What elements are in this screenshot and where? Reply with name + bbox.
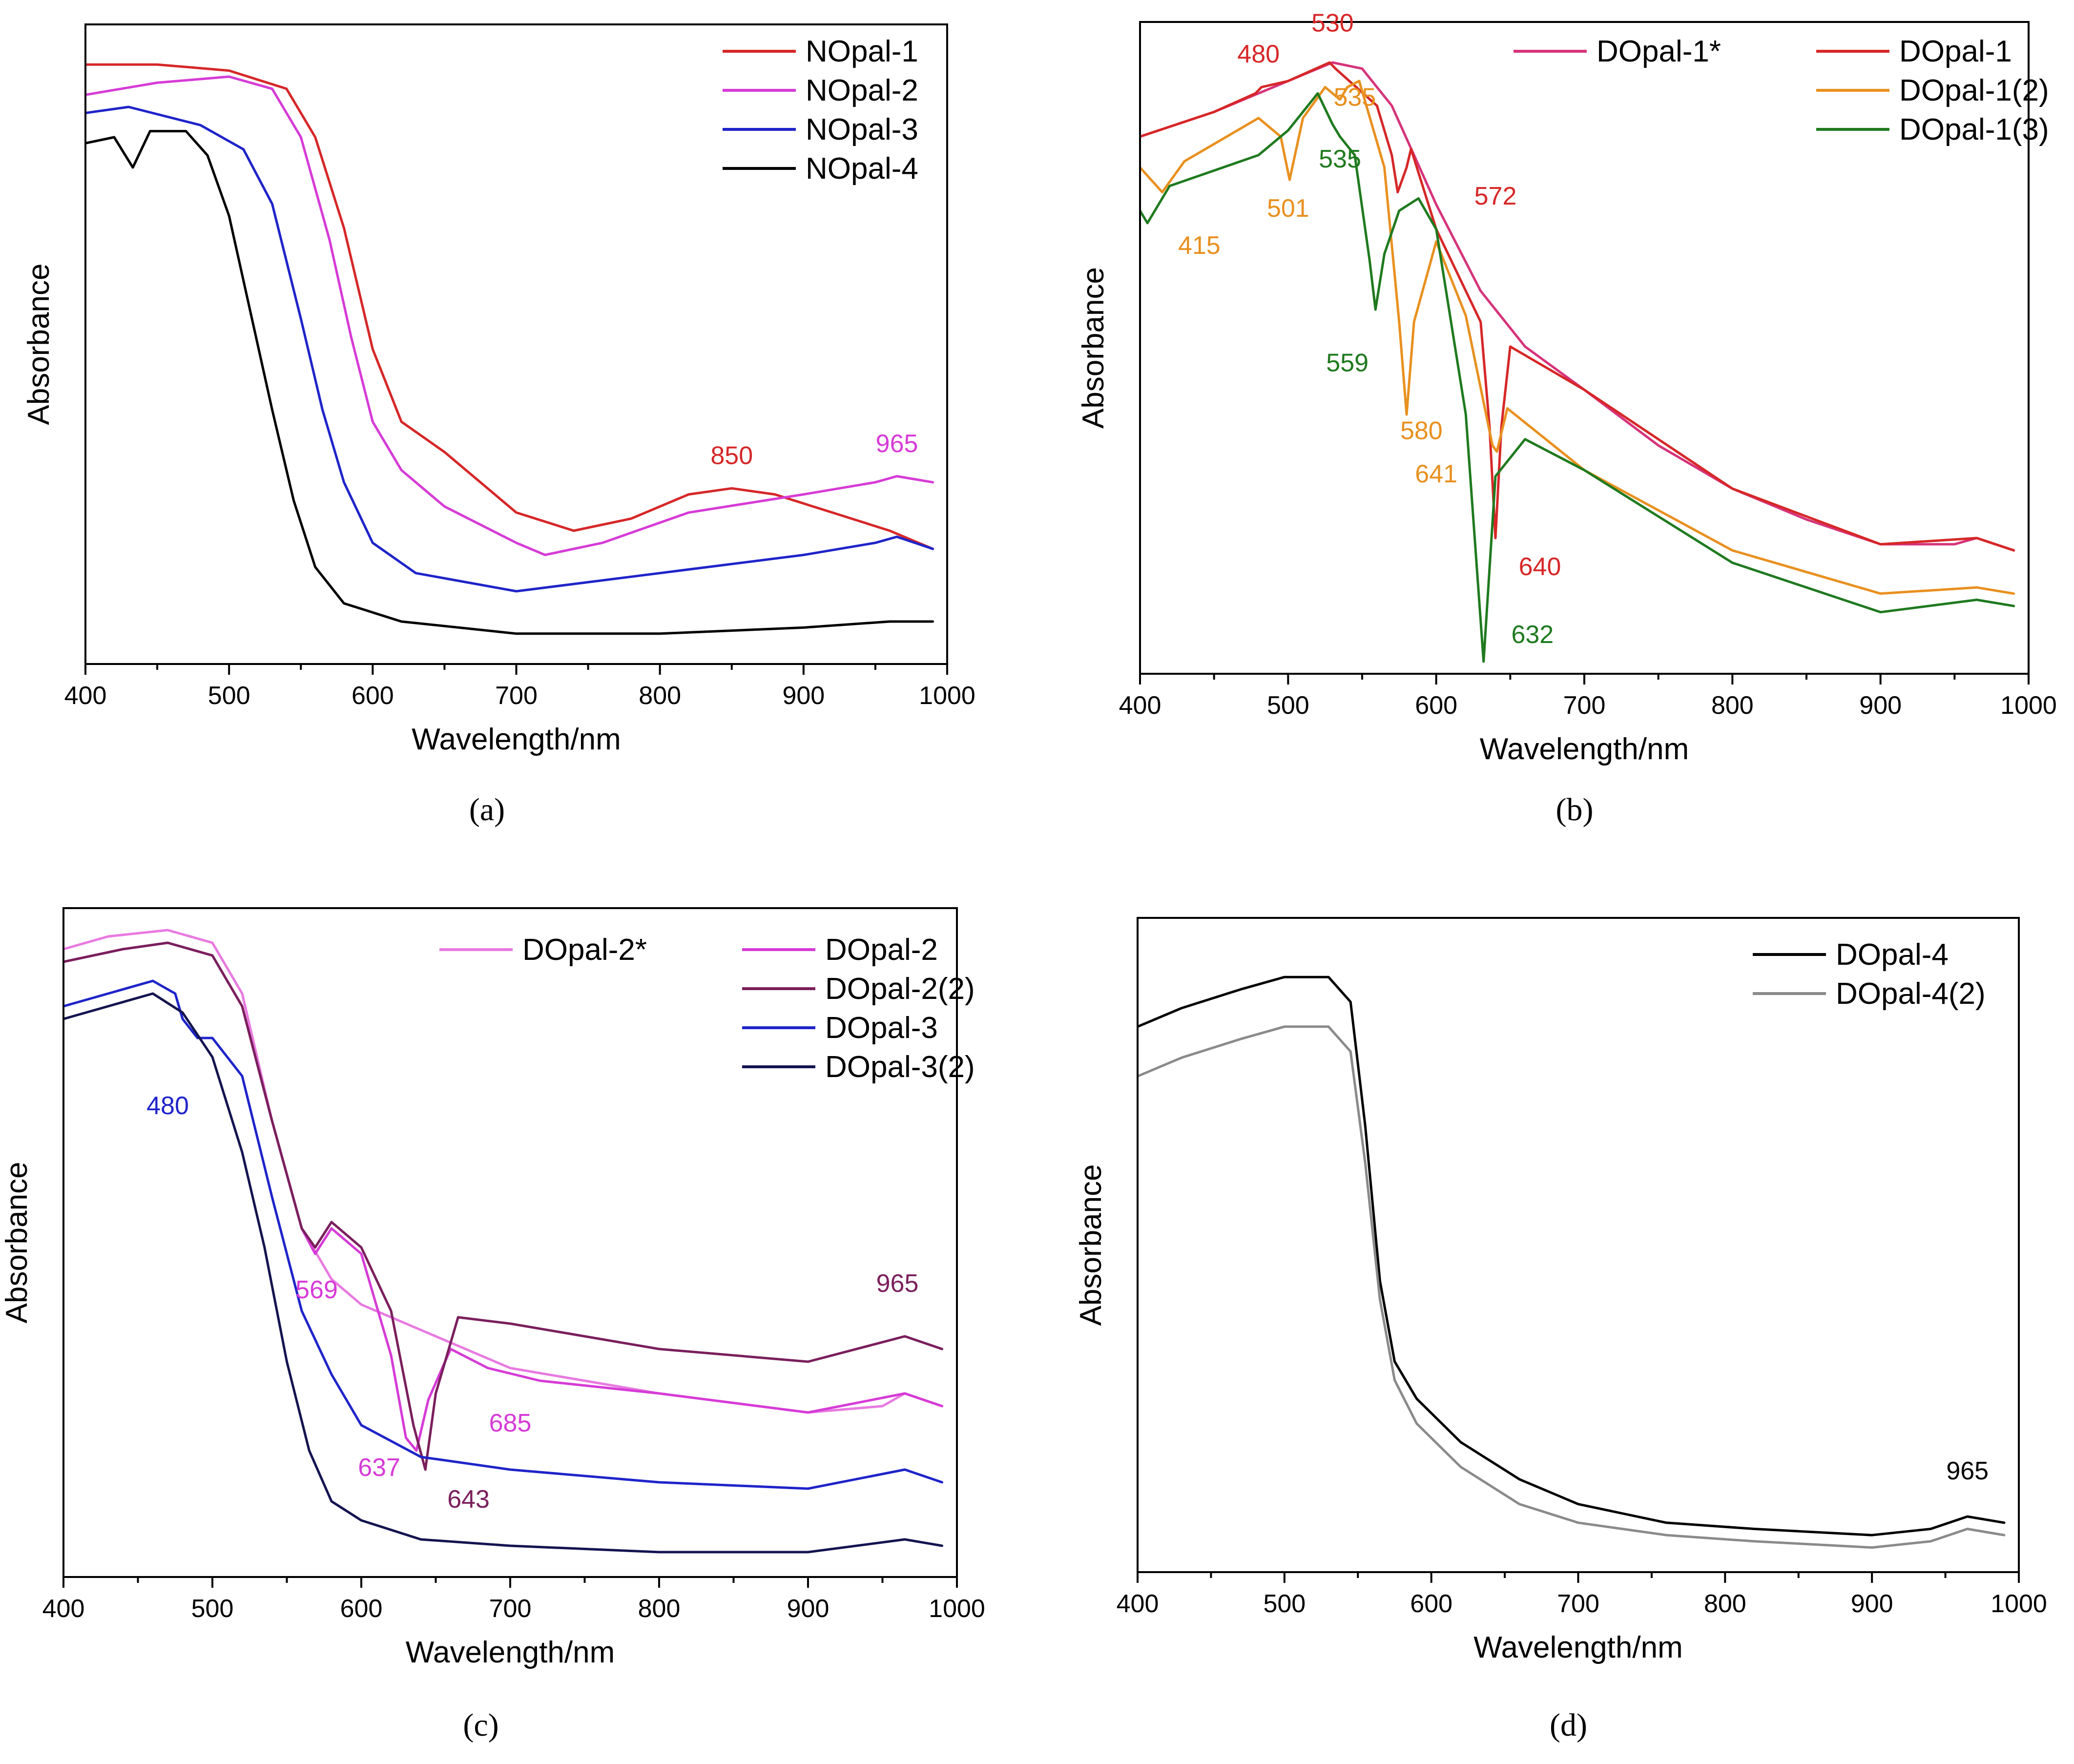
x-tick-label: 900	[1859, 691, 1902, 720]
legend-entry: DOpal-2(2)	[825, 972, 975, 1006]
x-tick-label: 600	[1410, 1590, 1452, 1618]
series-line-NOpal-4	[86, 130, 934, 635]
annotation-label: 535	[1333, 83, 1376, 112]
panel-label: (a)	[469, 792, 505, 828]
legend-entry: DOpal-2	[825, 933, 938, 967]
x-axis-title: Wavelength/nm	[406, 1636, 615, 1669]
x-tick-label: 1000	[1991, 1590, 2047, 1618]
legend-entry: DOpal-1*	[1597, 35, 1721, 68]
annotation-label: 480	[1237, 40, 1280, 68]
x-tick-label: 800	[1704, 1590, 1746, 1618]
chart-panel-0: 400 500 600 700 800 900 1000 Wavelength/nm Absor…	[22, 23, 975, 828]
x-tick-label: 700	[1563, 691, 1606, 720]
legend-entry: DOpal-2*	[522, 933, 647, 967]
plot-frame	[62, 907, 958, 1578]
legend-entry: NOpal-3	[806, 113, 918, 146]
annotation-label: 580	[1400, 417, 1443, 445]
x-tick-label: 800	[638, 1595, 681, 1623]
series-line-DOpal-4	[1139, 975, 2006, 1536]
series-line-DOpal-2(2)	[64, 941, 943, 1471]
chart-panel-3: 400 500 600 700 800 900 1000 Wavelength/nm Absor…	[1074, 917, 2047, 1743]
x-tick-label: 500	[191, 1595, 234, 1623]
annotation-label: 501	[1267, 194, 1309, 223]
x-tick-label: 800	[639, 682, 681, 710]
annotation-label: 965	[1946, 1457, 1989, 1485]
x-tick-label: 1000	[2000, 691, 2057, 720]
annotation-label: 640	[1519, 553, 1561, 581]
series-line-DOpal-2	[64, 941, 943, 1452]
series-line-NOpal-3	[86, 105, 934, 593]
x-tick-label: 500	[1267, 691, 1309, 720]
legend-entry: NOpal-2	[806, 74, 918, 107]
annotation-label: 643	[447, 1485, 490, 1514]
series-line-DOpal-1(3)	[1141, 92, 2015, 663]
annotation-label: 480	[146, 1092, 189, 1120]
y-axis-title: Absorbance	[1074, 1164, 1108, 1326]
x-tick-label: 700	[1557, 1590, 1599, 1618]
annotation-label: 572	[1474, 182, 1517, 210]
legend-entry: DOpal-1(2)	[1899, 74, 2049, 107]
annotation-label: 559	[1326, 349, 1369, 377]
x-tick-label: 500	[1263, 1590, 1306, 1618]
series-line-NOpal-2	[86, 75, 934, 557]
annotation-label: 415	[1178, 231, 1221, 260]
legend-entry: NOpal-1	[806, 35, 918, 68]
legend-entry: DOpal-4	[1836, 938, 1949, 972]
x-axis-title: Wavelength/nm	[1480, 732, 1689, 766]
y-axis-title: Absorbance	[0, 1162, 34, 1324]
legend-entry: DOpal-1(3)	[1899, 113, 2049, 146]
series-line-DOpal-3	[64, 979, 943, 1490]
x-tick-label: 400	[1119, 691, 1161, 720]
x-tick-label: 900	[782, 682, 825, 710]
x-tick-label: 900	[1851, 1590, 1893, 1618]
x-tick-label: 700	[495, 682, 538, 710]
x-tick-label: 400	[1117, 1590, 1159, 1618]
x-tick-label: 400	[64, 682, 107, 710]
y-axis-title: Absorbance	[22, 264, 56, 425]
legend-entry: DOpal-3	[825, 1011, 938, 1045]
plot-frame	[1137, 917, 2020, 1573]
x-tick-label: 600	[340, 1595, 383, 1623]
x-tick-label: 1000	[919, 682, 975, 710]
annotation-label: 850	[710, 442, 753, 470]
x-tick-label: 1000	[929, 1595, 985, 1623]
annotation-label: 965	[876, 1269, 919, 1298]
x-tick-label: 900	[787, 1595, 830, 1623]
x-tick-label: 500	[208, 682, 250, 710]
annotation-label: 569	[295, 1276, 338, 1304]
series-line-DOpal-2*	[64, 929, 943, 1414]
series-line-DOpal-4(2)	[1139, 1025, 2006, 1549]
y-axis-title: Absorbance	[1077, 267, 1110, 429]
panel-label: (d)	[1550, 1707, 1587, 1743]
annotation-label: 685	[489, 1409, 532, 1437]
chart-panel-1: 400 500 600 700 800 900 1000 Wavelength/nm Absor…	[1077, 9, 2057, 828]
legend-entry: DOpal-1	[1899, 35, 2012, 68]
legend-entry: DOpal-3(2)	[825, 1050, 975, 1084]
panel-label: (b)	[1556, 792, 1594, 828]
x-tick-label: 600	[352, 682, 394, 710]
annotation-label: 632	[1511, 621, 1554, 649]
chart-panel-2: 400 500 600 700 800 900 1000 Wavelength/nm Absor…	[0, 907, 985, 1743]
annotation-label: 530	[1311, 9, 1354, 38]
panel-label: (c)	[463, 1707, 498, 1743]
series-line-DOpal-1	[1141, 61, 2015, 552]
annotation-label: 637	[358, 1453, 400, 1482]
annotation-label: 641	[1415, 460, 1457, 488]
series-line-DOpal-1(2)	[1141, 80, 2015, 595]
series-line-DOpal-3(2)	[64, 992, 943, 1554]
x-tick-label: 400	[42, 1595, 85, 1623]
annotation-label: 965	[876, 430, 918, 458]
x-axis-title: Wavelength/nm	[1473, 1631, 1682, 1664]
x-axis-title: Wavelength/nm	[412, 723, 621, 756]
plot-frame	[1139, 21, 2030, 675]
legend-entry: NOpal-4	[806, 152, 918, 186]
x-tick-label: 700	[489, 1595, 532, 1623]
legend-entry: DOpal-4(2)	[1836, 977, 1986, 1011]
x-tick-label: 800	[1711, 691, 1754, 720]
annotation-label: 535	[1319, 145, 1361, 173]
x-tick-label: 600	[1415, 691, 1457, 720]
series-line-DOpal-1*	[1141, 61, 2015, 552]
